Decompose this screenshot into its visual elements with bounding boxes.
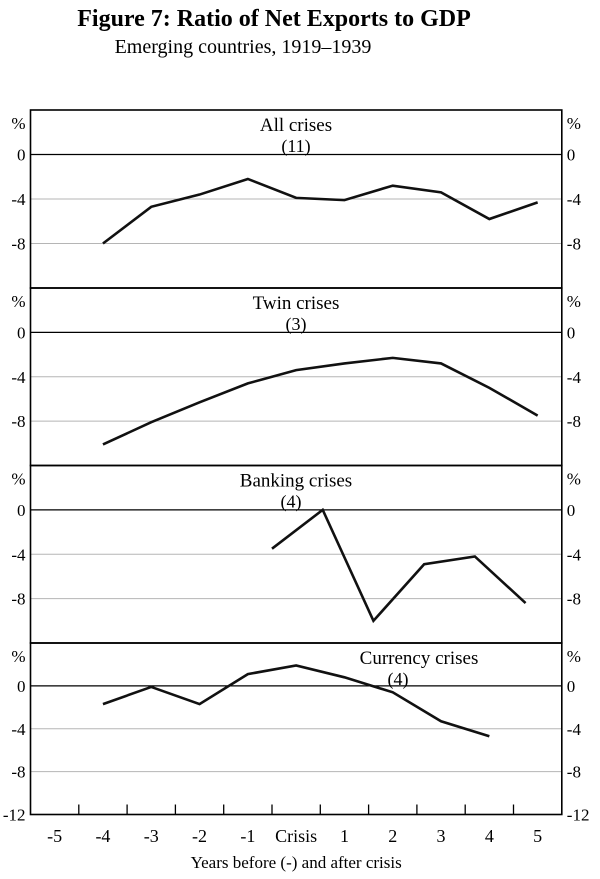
panel-count: (3) (286, 314, 307, 335)
y-unit-label-right: % (567, 647, 581, 666)
x-tick-label: -1 (240, 826, 255, 846)
x-tick-label: 4 (485, 826, 494, 846)
x-tick-label: -5 (47, 826, 62, 846)
y-tick-label-right: -4 (567, 545, 582, 564)
x-axis-label: Years before (-) and after crisis (191, 853, 402, 872)
series-line-currency-crises (102, 664, 490, 738)
y-tick-label-right: -8 (567, 763, 581, 782)
y-tick-label-left: 0 (17, 323, 26, 342)
y-tick-label-right: -8 (567, 590, 581, 609)
y-tick-label-left: -8 (11, 412, 25, 431)
figure-title: Figure 7: Ratio of Net Exports to GDP (77, 6, 471, 32)
y-unit-label-left: % (11, 470, 25, 489)
x-tick-label: -2 (192, 826, 207, 846)
y-tick-label-left: 0 (17, 501, 26, 520)
y-unit-label-right: % (567, 114, 581, 133)
y-tick-label-left: 0 (17, 146, 26, 165)
y-tick-label-left: -4 (11, 720, 26, 739)
y-tick-label-left: -4 (11, 368, 26, 387)
y-tick-label-left: -8 (11, 235, 25, 254)
y-unit-label-left: % (11, 292, 25, 311)
y-tick-label-right: 0 (567, 677, 576, 696)
y-tick-label-left: 0 (17, 677, 26, 696)
y-tick-label-bottom-right: -12 (567, 806, 590, 825)
y-unit-label-right: % (567, 470, 581, 489)
series-line-all-crises (102, 177, 539, 245)
panel-count: (11) (281, 136, 310, 157)
y-tick-label-right: 0 (567, 323, 576, 342)
series-line-twin-crises (102, 356, 539, 446)
y-tick-label-bottom-left: -12 (3, 806, 26, 825)
y-tick-label-right: 0 (567, 501, 576, 520)
x-tick-label: -4 (95, 826, 110, 846)
panel-title: All crises (260, 115, 332, 136)
x-tick-label: Crisis (275, 826, 317, 846)
y-tick-label-right: -8 (567, 412, 581, 431)
series-line-banking-crises (271, 507, 527, 624)
figure-header: Figure 7: Ratio of Net Exports to GDP Em… (0, 4, 600, 60)
y-tick-label-right: -4 (567, 368, 582, 387)
x-tick-label: 5 (533, 826, 542, 846)
y-unit-label-right: % (567, 292, 581, 311)
panel-count: (4) (281, 492, 302, 513)
y-tick-label-right: -4 (567, 720, 582, 739)
y-tick-label-left: -4 (11, 545, 26, 564)
panel-title: Twin crises (253, 293, 340, 314)
x-tick-label: 1 (340, 826, 349, 846)
x-tick-label: 2 (388, 826, 397, 846)
y-tick-label-right: 0 (567, 146, 576, 165)
y-unit-label-left: % (11, 114, 25, 133)
panel-title: Currency crises (360, 648, 479, 669)
x-tick-label: 3 (437, 826, 446, 846)
figure-subtitle: Emerging countries, 1919–1939 (114, 36, 372, 58)
panel-title: Banking crises (240, 471, 352, 492)
y-tick-label-left: -8 (11, 590, 25, 609)
y-tick-label-left: -4 (11, 190, 26, 209)
y-tick-label-right: -8 (567, 235, 581, 254)
y-unit-label-left: % (11, 647, 25, 666)
y-tick-label-left: -8 (11, 763, 25, 782)
x-tick-label: -3 (144, 826, 159, 846)
y-tick-label-right: -4 (567, 190, 582, 209)
panel-border (29, 642, 563, 816)
panel-count: (4) (388, 669, 409, 690)
